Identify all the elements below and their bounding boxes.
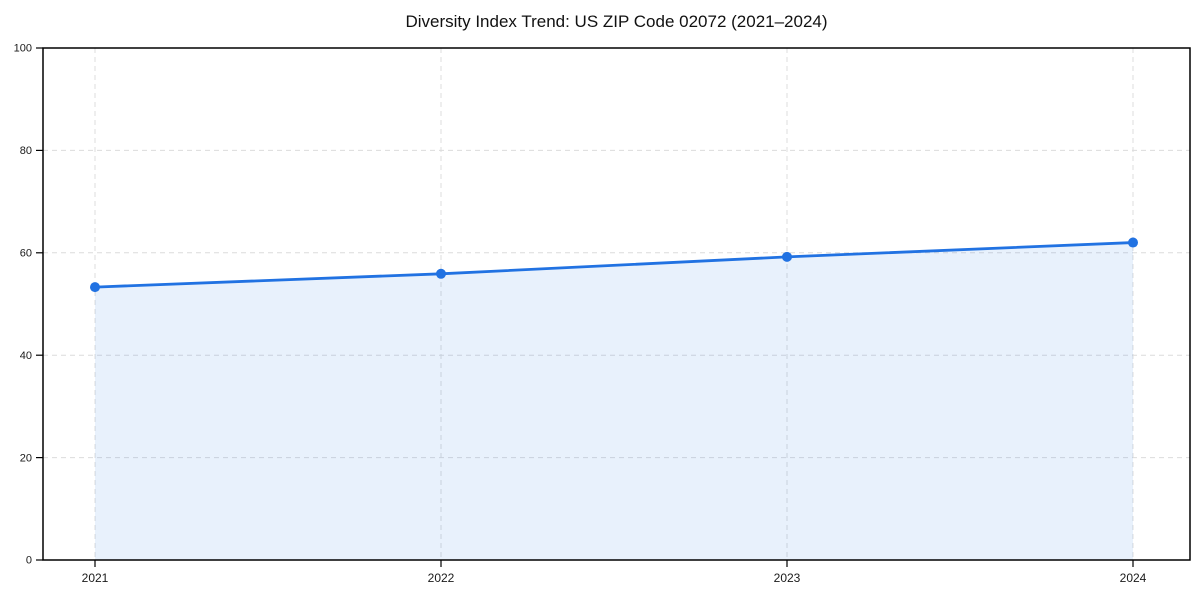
data-point-marker-2022	[436, 268, 446, 279]
y-tick-label-40: 40	[20, 350, 32, 362]
data-point-marker-2021	[90, 282, 100, 293]
chart-title: Diversity Index Trend: US ZIP Code 02072…	[405, 12, 828, 31]
x-tick-label-2021: 2021	[82, 571, 109, 585]
trend-line	[93, 241, 1135, 289]
x-tick-label-2024: 2024	[1120, 571, 1147, 585]
y-tick-label-100: 100	[14, 43, 32, 55]
y-tick-label-80: 80	[20, 145, 32, 157]
y-tick-label-0: 0	[26, 555, 32, 567]
x-tick-label-2023: 2023	[774, 571, 801, 585]
y-tick-label-20: 20	[20, 452, 32, 464]
data-point-marker-2023	[782, 251, 792, 262]
x-tick-label-2022: 2022	[428, 571, 455, 585]
y-tick-label-60: 60	[20, 248, 32, 260]
data-point-marker-2024	[1128, 237, 1138, 248]
area-fill	[95, 242, 1133, 560]
plot-border	[42, 47, 1191, 561]
